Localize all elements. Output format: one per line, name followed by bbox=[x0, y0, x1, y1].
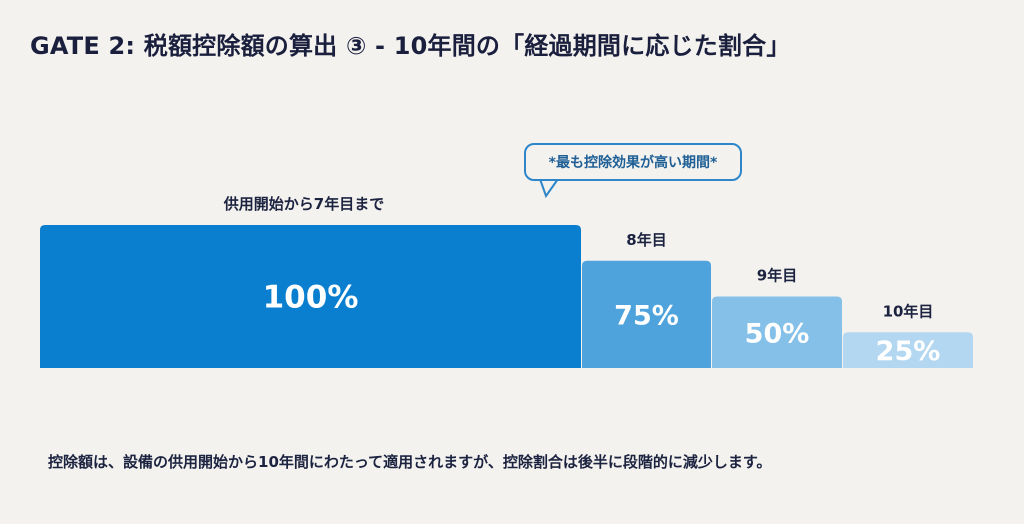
callout-pointer bbox=[539, 178, 559, 199]
bar-value-label-3: 50% bbox=[745, 318, 810, 349]
bar-category-label-1: 供用開始から7年目まで bbox=[223, 195, 384, 213]
bar-category-label-4: 10年目 bbox=[883, 302, 934, 320]
bar-category-label-2: 8年目 bbox=[626, 231, 666, 249]
page-title: GATE 2: 税額控除額の算出 ③ - 10年間の「経過期間に応じた割合」 bbox=[30, 32, 791, 60]
bar-1 bbox=[40, 225, 581, 368]
footer-note: 控除額は、設備の供用開始から10年間にわたって適用されますが、控除割合は後半に段… bbox=[48, 453, 772, 471]
bar-2 bbox=[582, 260, 711, 368]
bar-value-label-1: 100% bbox=[263, 280, 359, 316]
callout-bubble: *最も控除効果が高い期間* bbox=[524, 143, 742, 181]
bar-value-label-2: 75% bbox=[614, 300, 679, 331]
bar-3 bbox=[712, 296, 842, 368]
bar-4 bbox=[843, 332, 973, 368]
bar-category-label-3: 9年目 bbox=[757, 267, 797, 285]
bar-value-label-4: 25% bbox=[876, 336, 941, 367]
